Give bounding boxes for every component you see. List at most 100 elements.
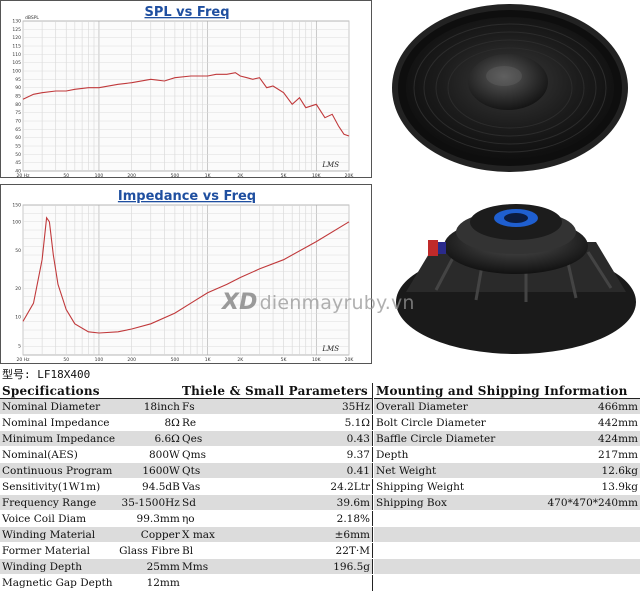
table-row: Frequency Range 35-1500Hz: [0, 494, 183, 511]
chart-footer-logo: LMS: [321, 345, 339, 353]
row-label: Bolt Circle Diameter: [374, 414, 544, 431]
row-label: [374, 526, 544, 543]
row-value: 24.2Ltr: [280, 478, 373, 495]
row-value: 6.6Ω: [117, 430, 183, 447]
table-row: Continuous Program 1600W: [0, 462, 183, 479]
y-tick-label: 75: [15, 110, 21, 116]
row-value: 18inch: [117, 398, 183, 415]
table-row: Net Weight 12.6kg: [374, 462, 640, 479]
row-label: Depth: [374, 446, 544, 463]
row-label: [374, 574, 544, 591]
table-row: Qts 0.41: [180, 462, 373, 479]
row-value: 35Hz: [280, 398, 373, 415]
y-tick-label: 55: [15, 144, 21, 150]
y-tick-label: 45: [15, 160, 21, 166]
table-row: [374, 574, 640, 591]
x-tick-label: 200: [127, 173, 136, 179]
row-value: 94.5dB: [117, 478, 183, 495]
mounting-shipping-table: Mounting and Shipping Information Overall…: [374, 382, 640, 591]
table-row: Shipping Weight 13.9kg: [374, 478, 640, 495]
row-label: [180, 574, 280, 591]
table-row: Nominal Impedance 8Ω: [0, 414, 183, 431]
table-row: [180, 574, 373, 591]
x-tick-label: 500: [171, 173, 180, 179]
spl-chart: SPL vs Freq 20 Hz 50 100 200 500 1K 2K 5K 10K 20K…: [0, 0, 372, 179]
row-label: [374, 510, 544, 527]
row-label: X max: [180, 526, 280, 543]
y-unit-label: dBSPL: [25, 15, 39, 21]
speaker-front-photo: [376, 0, 640, 180]
table-row: Former Material Glass Fibre: [0, 542, 183, 559]
y-tick-label: 100: [12, 69, 21, 75]
table-row: Winding Material Copper: [0, 526, 183, 543]
spl-chart-svg: SPL vs Freq 20 Hz 50 100 200 500 1K 2K 5K 10K 20K…: [12, 5, 355, 179]
row-value: 2.18%: [280, 510, 373, 527]
y-tick-label: 100: [12, 219, 21, 225]
row-label: Shipping Box: [374, 494, 544, 511]
x-tick-label: 20K: [345, 173, 355, 179]
row-label: Re: [180, 414, 280, 431]
specifications-title: Specifications: [0, 382, 183, 399]
y-tick-label: 115: [12, 44, 21, 50]
impedance-chart-svg: Impedance vs Freq 20 Hz 50 100 200 500 1K 2K 5K…: [12, 189, 354, 363]
table-row: Qms 9.37: [180, 446, 373, 463]
row-value: [544, 558, 640, 575]
y-tick-label: 70: [15, 119, 21, 125]
y-tick-label: 150: [12, 203, 21, 209]
row-value: Glass Fibre: [117, 542, 183, 559]
x-tick-label: 2K: [237, 173, 244, 179]
table-row: Nominal Diameter 18inch: [0, 398, 183, 415]
row-label: [374, 542, 544, 559]
row-value: 196.5g: [280, 558, 373, 575]
series-line: [22, 72, 350, 137]
row-label: Voice Coil Diam: [0, 510, 118, 527]
row-label: Magnetic Gap Depth: [0, 574, 118, 591]
model-label: 型号: LF18X400: [2, 368, 91, 381]
row-label: Nominal Diameter: [0, 398, 118, 415]
row-value: 9.37: [280, 446, 373, 463]
row-value: 0.43: [280, 430, 373, 447]
table-row: Sd 39.6m: [180, 494, 373, 511]
row-label: Overall Diameter: [374, 398, 544, 415]
table-row: Magnetic Gap Depth 12mm: [0, 574, 183, 591]
row-label: Qts: [180, 462, 280, 479]
table-row: Re 5.1Ω: [180, 414, 373, 431]
x-tick-label: 100: [95, 173, 104, 179]
y-tick-label: 105: [12, 60, 21, 66]
table-row: Bolt Circle Diameter 442mm: [374, 414, 640, 431]
x-tick-label: 5K: [281, 357, 288, 363]
row-label: Winding Depth: [0, 558, 118, 575]
table-row: Shipping Box 470*470*240mm: [374, 494, 640, 511]
x-tick-label: 20 Hz: [17, 357, 31, 363]
row-label: Shipping Weight: [374, 478, 544, 495]
row-value: ±6mm: [280, 526, 373, 543]
row-value: 13.9kg: [544, 478, 640, 495]
table-row: Depth 217mm: [374, 446, 640, 463]
row-value: 22T·M: [280, 542, 373, 559]
impedance-chart-title: Impedance vs Freq: [118, 189, 256, 204]
row-value: 800W: [117, 446, 183, 463]
table-row: Qes 0.43: [180, 430, 373, 447]
table-row: [374, 558, 640, 575]
table-row: Vas 24.2Ltr: [180, 478, 373, 495]
x-tick-label: 1K: [205, 357, 212, 363]
table-row: Voice Coil Diam 99.3mm: [0, 510, 183, 527]
chart-footer-logo: LMS: [321, 161, 339, 169]
y-tick-label: 80: [15, 102, 21, 108]
row-label: Former Material: [0, 542, 118, 559]
watermark-logo: XD: [222, 290, 258, 315]
table-row: X max ±6mm: [180, 526, 373, 543]
row-value: 8Ω: [117, 414, 183, 431]
x-tick-label: 50: [63, 357, 69, 363]
table-row: Minimum Impedance 6.6Ω: [0, 430, 183, 447]
row-label: ηo: [180, 510, 280, 527]
row-value: 217mm: [544, 446, 640, 463]
row-value: 12.6kg: [544, 462, 640, 479]
row-value: 0.41: [280, 462, 373, 479]
table-row: [374, 526, 640, 543]
row-value: 12mm: [117, 574, 183, 591]
y-tick-label: 20: [15, 286, 21, 292]
y-tick-label: 125: [12, 27, 21, 33]
row-label: Winding Material: [0, 526, 118, 543]
y-tick-label: 60: [15, 135, 21, 141]
